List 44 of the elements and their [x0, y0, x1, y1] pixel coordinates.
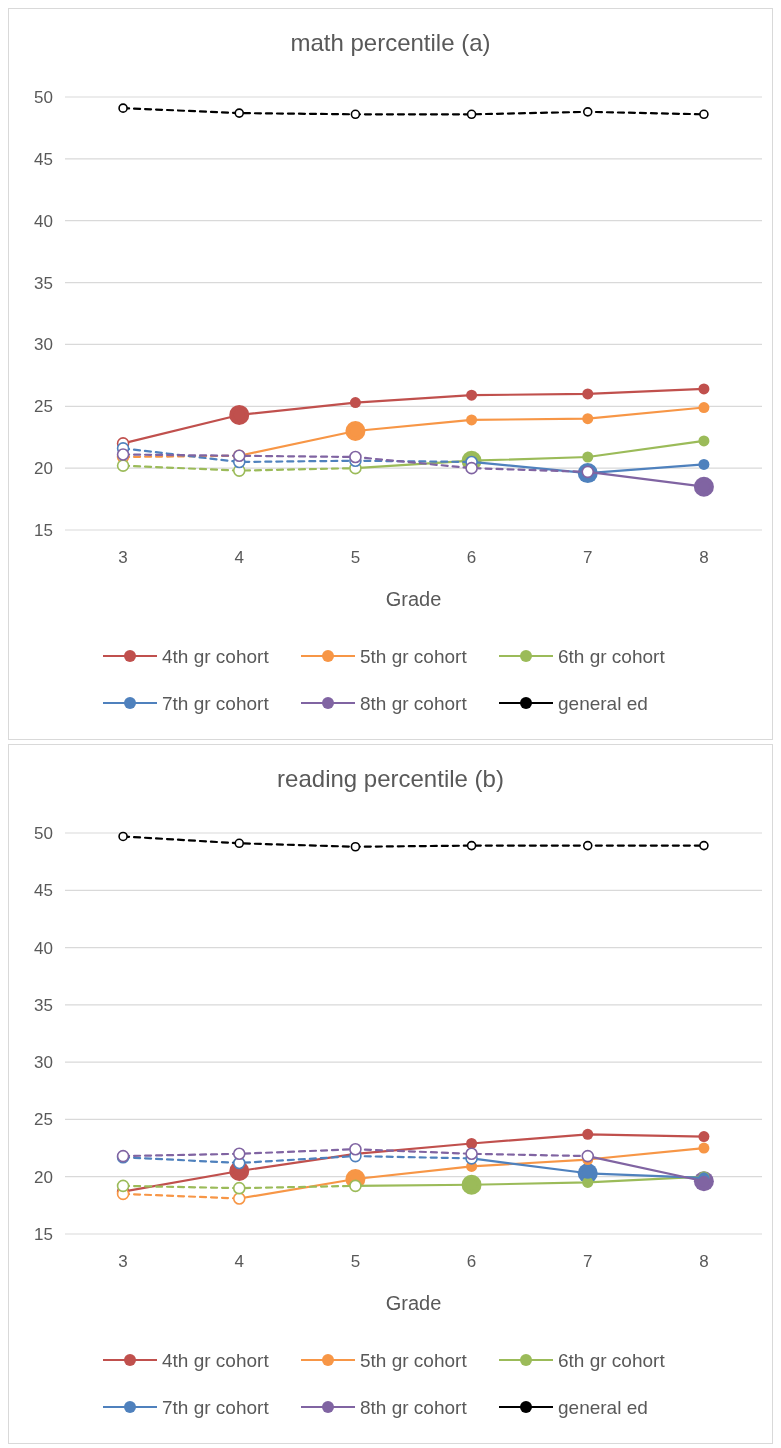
x-axis-title: Grade	[385, 1292, 442, 1314]
legend-label: 5th gr cohort	[360, 1349, 468, 1371]
chart-title: math percentile (a)	[290, 29, 491, 56]
y-tick-label: 50	[34, 87, 53, 107]
legend-label: 6th gr cohort	[558, 645, 666, 667]
x-tick-label: 7	[583, 548, 593, 567]
legend-label: 5th gr cohort	[360, 645, 468, 667]
chart-title: reading percentile (b)	[277, 765, 504, 792]
y-tick-label: 50	[34, 823, 53, 843]
y-tick-label: 15	[34, 520, 53, 540]
y-tick-label: 15	[34, 1224, 53, 1244]
x-tick-label: 4	[234, 548, 244, 567]
x-tick-label: 6	[466, 548, 477, 567]
legend-label: 8th gr cohort	[360, 692, 468, 714]
legend-label: general ed	[558, 1396, 648, 1418]
x-axis-title: Grade	[385, 588, 442, 610]
y-tick-label: 40	[34, 211, 53, 231]
legend-label: 7th gr cohort	[162, 1396, 270, 1418]
legend-label: 4th gr cohort	[162, 645, 270, 667]
x-tick-label: 5	[350, 548, 361, 567]
y-tick-label: 25	[34, 397, 53, 417]
y-tick-label: 45	[34, 149, 53, 169]
x-tick-label: 3	[118, 548, 128, 567]
y-tick-label: 20	[34, 459, 53, 479]
legend-label: 8th gr cohort	[360, 1396, 468, 1418]
y-tick-label: 30	[34, 1053, 53, 1073]
y-tick-label: 40	[34, 938, 53, 958]
y-tick-label: 30	[34, 335, 53, 355]
legend-label: 6th gr cohort	[558, 1349, 666, 1371]
legend-label: general ed	[558, 692, 648, 714]
y-tick-label: 45	[34, 881, 53, 901]
y-tick-label: 25	[34, 1110, 53, 1130]
y-tick-label: 20	[34, 1167, 53, 1187]
x-tick-label: 8	[699, 548, 709, 567]
x-tick-label: 5	[350, 1252, 361, 1271]
x-tick-label: 6	[466, 1252, 477, 1271]
x-tick-label: 7	[583, 1252, 593, 1271]
x-tick-label: 3	[118, 1252, 128, 1271]
x-tick-label: 4	[234, 1252, 244, 1271]
y-tick-label: 35	[34, 995, 53, 1015]
x-tick-label: 8	[699, 1252, 709, 1271]
y-tick-label: 35	[34, 273, 53, 293]
legend-label: 4th gr cohort	[162, 1349, 270, 1371]
legend-label: 7th gr cohort	[162, 692, 270, 714]
